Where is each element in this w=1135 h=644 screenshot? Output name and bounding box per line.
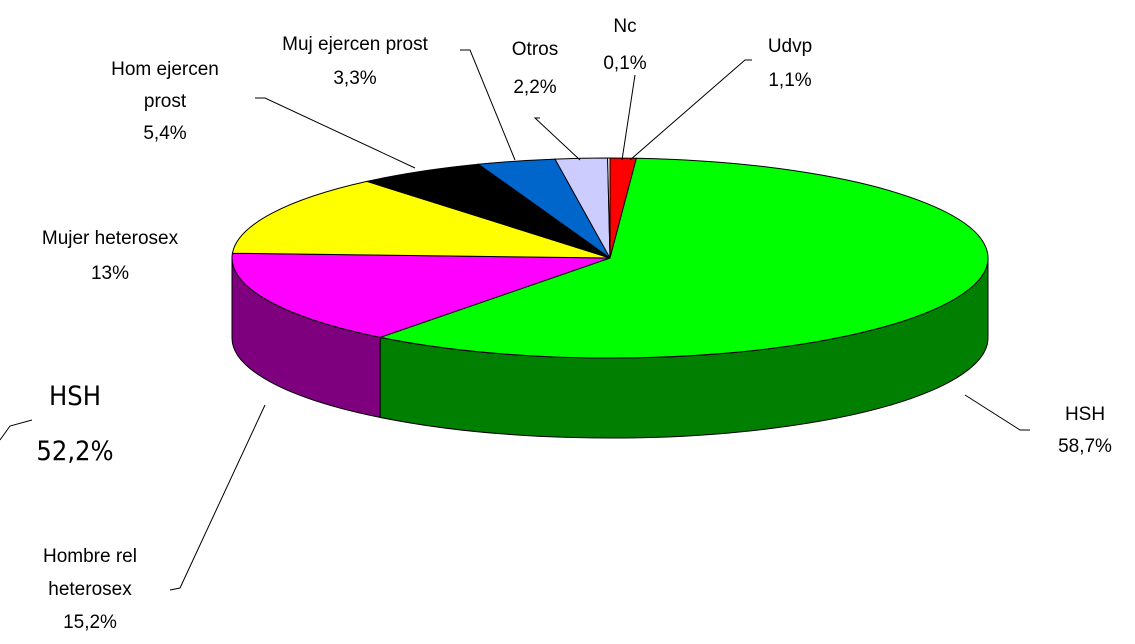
category-label: Otros [512, 39, 558, 60]
leader-line [533, 117, 581, 161]
pie-slice [231, 252, 611, 338]
value-label: 2,2% [513, 77, 556, 98]
pie-slice [231, 180, 611, 259]
value-label: 58,7% [1058, 436, 1112, 457]
value-label: 0,1% [603, 53, 646, 74]
category-label: HSH [1065, 404, 1105, 425]
label-line: Udvp [768, 36, 812, 57]
label-line: Otros [512, 39, 558, 60]
label-line: Hom ejercen [111, 59, 219, 80]
label-line: prost [144, 91, 187, 112]
label-line: HSH [1065, 404, 1105, 425]
value-label: 5,4% [143, 123, 186, 144]
value-label: 15,2% [63, 612, 117, 633]
category-label: Hom ejercen prost [111, 59, 219, 112]
leader-line [460, 49, 516, 161]
label-line: Nc [613, 16, 636, 37]
labels: Udvp 1,1% HSH 58,7% Hombre rel heterosex 15,2%… [42, 16, 1112, 633]
label-line: heterosex [48, 579, 132, 600]
category-label: Udvp [768, 36, 812, 57]
annotation: 52,2% [36, 436, 113, 467]
leader-line [169, 404, 266, 591]
leader-line [255, 97, 416, 169]
value-label: 13% [91, 263, 129, 284]
category-label: Hombre rel heterosex [43, 546, 137, 600]
label-line: Mujer heterosex [42, 228, 179, 249]
value-label: 3,3% [333, 68, 376, 89]
pie-tops [231, 157, 989, 359]
pie-slice [607, 157, 611, 259]
pie-slice [378, 157, 989, 359]
label-line: Muj ejercen prost [282, 34, 428, 55]
value-label: 1,1% [768, 70, 811, 91]
category-label: Nc [613, 16, 636, 37]
category-label: Muj ejercen prost [282, 34, 428, 55]
leader-line [0, 419, 33, 441]
leader-line [629, 59, 752, 161]
leader-line [621, 74, 636, 161]
label-line: Hombre rel [43, 546, 137, 567]
category-label: Mujer heterosex [42, 228, 179, 249]
annotation: HSH [49, 381, 101, 412]
leader-line [964, 394, 1030, 431]
